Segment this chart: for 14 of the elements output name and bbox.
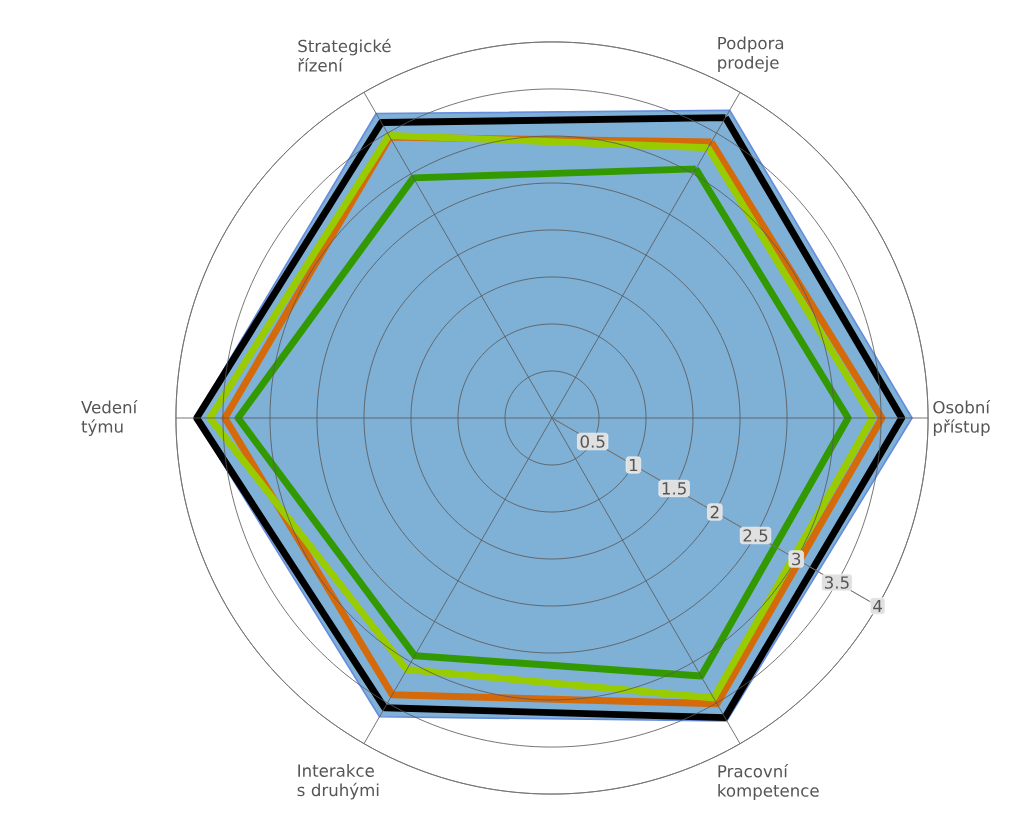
spoke-label: Vedení týmu (81, 399, 138, 437)
spoke-label: Podpora prodeje (718, 36, 784, 72)
spoke-label: Pracovní kompetence (718, 763, 819, 801)
y-tick-label: 4 (873, 599, 882, 613)
spoke-label: Strategické řízení (298, 38, 391, 72)
spoke-label: Osobní přístup (933, 399, 991, 437)
y-tick-label: 3 (792, 552, 801, 566)
y-tick-label: 1.5 (662, 482, 686, 495)
y-tick-label: 3.5 (824, 576, 849, 589)
y-tick-label: 1 (629, 458, 638, 472)
y-tick-label: 2 (710, 505, 719, 519)
spoke-label: Interakce s druhými (297, 764, 379, 800)
y-tick-label: 2.5 (743, 529, 768, 542)
y-tick-label: 0.5 (580, 435, 605, 448)
